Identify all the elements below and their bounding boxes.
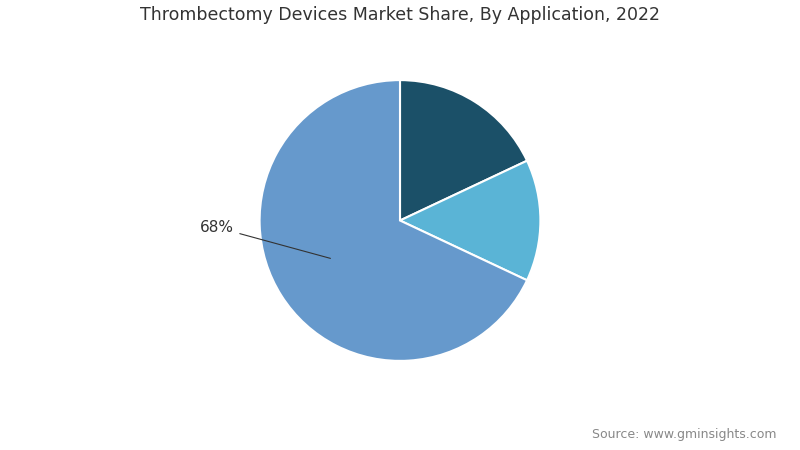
Wedge shape [260,80,527,361]
Text: Source: www.gminsights.com: Source: www.gminsights.com [591,428,776,441]
Text: 68%: 68% [200,220,330,258]
Title: Thrombectomy Devices Market Share, By Application, 2022: Thrombectomy Devices Market Share, By Ap… [140,6,660,24]
Wedge shape [400,161,541,280]
Wedge shape [400,80,527,220]
